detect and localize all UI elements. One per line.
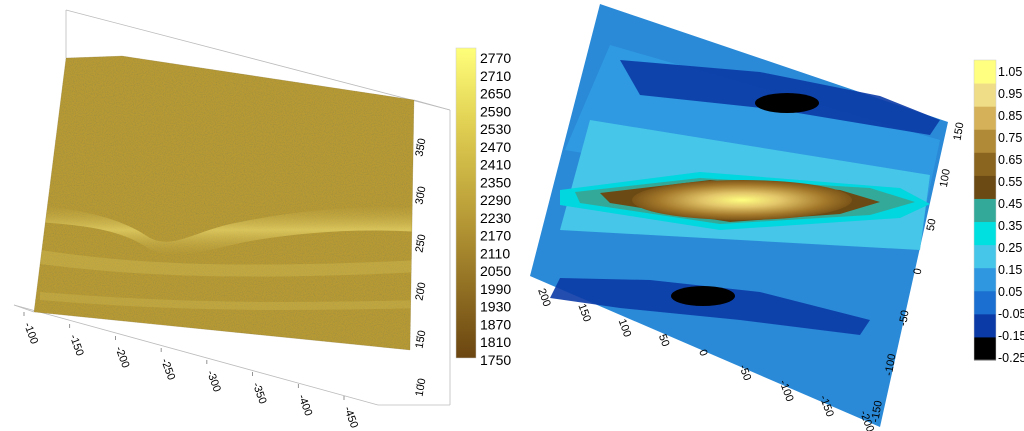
right-colorbar-swatch xyxy=(974,336,996,361)
right-chart: 200 150 100 50 0 -50 -100 -150-200 -150 -100 -50 0… xyxy=(530,4,1024,431)
right-y-tick-label: -50 xyxy=(897,309,912,327)
right-colorbar-label: 1.05 xyxy=(998,65,1022,79)
left-y-tick-label: 300 xyxy=(414,185,429,205)
left-colorbar-label: 2590 xyxy=(480,103,511,119)
right-colorbar-label: 0.65 xyxy=(998,153,1022,167)
right-x-tick-label: 150 xyxy=(575,302,593,323)
left-colorbar-label: 1750 xyxy=(480,352,511,368)
right-colorbar-swatch xyxy=(974,221,996,246)
left-y-tick-mark xyxy=(415,143,422,147)
right-colorbar-frame xyxy=(973,59,997,361)
left-colorbar-label: 2050 xyxy=(480,263,511,279)
left-y-tick-mark xyxy=(415,335,422,339)
left-colorbar-label: 2710 xyxy=(480,68,511,84)
right-x-tick-label: -200 xyxy=(857,409,876,431)
left-colorbar-label: 2110 xyxy=(480,245,510,261)
left-colorbar-label: 1990 xyxy=(480,281,511,297)
left-colorbar-label: 2170 xyxy=(480,228,511,244)
left-x-tick-label: -150 xyxy=(67,333,86,358)
left-y-tick-label: 100 xyxy=(414,377,429,397)
left-x-tick-label: -200 xyxy=(113,345,132,370)
left-colorbar-label: 2410 xyxy=(480,157,511,173)
left-colorbar-label: 2230 xyxy=(480,210,511,226)
right-y-ticks: -150 -100 -50 0 50 100 150 xyxy=(869,121,966,423)
right-colorbar-label: 0.85 xyxy=(998,109,1022,123)
right-colorbar-label: 0.45 xyxy=(998,197,1022,211)
right-y-tick-label: 50 xyxy=(925,218,939,232)
left-colorbar-label: 2470 xyxy=(480,139,511,155)
right-colorbar-label: -0.25 xyxy=(998,351,1024,365)
left-y-ticks: 100 150 200 250 300 350 xyxy=(414,137,429,397)
left-surface-edge xyxy=(33,55,415,351)
right-x-tick-label: 0 xyxy=(696,348,709,358)
right-colorbar-swatch xyxy=(974,175,996,199)
left-y-tick-label: 200 xyxy=(414,281,429,301)
right-colorbar-ticks: 1.05 0.95 0.85 0.75 0.65 0.55 0.45 0.35 0.25 0.15… xyxy=(998,65,1024,365)
right-colorbar: 1.05 0.95 0.85 0.75 0.65 0.55 0.45 0.35 0.25 0.15… xyxy=(973,59,1024,365)
right-colorbar-label: 0.25 xyxy=(998,241,1022,255)
right-surface xyxy=(530,4,948,427)
right-colorbar-label: 0.95 xyxy=(998,87,1022,101)
left-y-tick-label: 350 xyxy=(414,137,429,157)
right-colorbar-swatch xyxy=(974,83,996,107)
left-colorbar-label: 2650 xyxy=(480,86,511,102)
right-colorbar-swatch xyxy=(974,152,996,176)
left-colorbar-ticks: 2770271026502590253024702410235022902230… xyxy=(480,50,511,368)
left-colorbar-label: 2770 xyxy=(480,50,511,66)
left-y-tick-mark xyxy=(415,191,422,195)
right-colorbar-label: 0.75 xyxy=(998,131,1022,145)
upper-minimum-region xyxy=(755,93,819,113)
right-x-tick-label: 100 xyxy=(616,317,634,338)
left-chart: -100 -150 -200 -250 -300 -350 -400 -450 100 150 2… xyxy=(13,9,511,430)
left-x-tick-label: -100 xyxy=(21,321,40,346)
left-surface xyxy=(34,56,414,350)
lower-minimum-region xyxy=(671,286,735,306)
right-y-tick-label: 0 xyxy=(912,267,925,275)
right-y-tick-label: 150 xyxy=(952,121,967,141)
left-y-tick-label: 150 xyxy=(414,329,429,349)
right-colorbar-label: 0.55 xyxy=(998,175,1022,189)
right-colorbar-swatch xyxy=(974,313,996,338)
left-y-tick-label: 250 xyxy=(414,233,429,253)
left-x-tick-label: -400 xyxy=(295,393,314,418)
right-y-tick-label: -150 xyxy=(869,400,885,424)
left-x-tick-label: -250 xyxy=(158,357,177,382)
left-y-tick-mark xyxy=(415,239,422,243)
right-colorbar-label: -0.15 xyxy=(998,329,1024,343)
right-colorbar-label: 0.05 xyxy=(998,285,1022,299)
left-colorbar-gradient xyxy=(455,47,477,359)
right-colorbar-label: -0.05 xyxy=(998,307,1024,321)
left-colorbar: 2770271026502590253024702410235022902230… xyxy=(455,47,511,368)
left-x-tick-label: -450 xyxy=(341,405,360,430)
right-colorbar-swatch xyxy=(974,106,996,130)
right-x-tick-label: 50 xyxy=(656,333,671,349)
left-colorbar-label: 2350 xyxy=(480,174,511,190)
left-colorbar-label: 2530 xyxy=(480,121,511,137)
left-y-tick-mark xyxy=(415,287,422,291)
left-x-tick-label: -300 xyxy=(204,369,223,394)
right-colorbar-swatches xyxy=(973,59,997,361)
right-colorbar-label: 0.15 xyxy=(998,263,1022,277)
right-x-tick-label: 200 xyxy=(535,287,553,308)
left-y-tick-mark xyxy=(415,383,422,387)
left-colorbar-label: 2290 xyxy=(480,192,511,208)
right-colorbar-label: 0.35 xyxy=(998,219,1022,233)
right-colorbar-swatch xyxy=(974,267,996,292)
left-colorbar-label: 1810 xyxy=(480,334,511,350)
left-axis-box xyxy=(13,9,451,406)
right-x-tick-label: -50 xyxy=(736,363,753,382)
right-colorbar-swatch xyxy=(974,244,996,269)
right-colorbar-swatch xyxy=(974,60,996,84)
right-y-tick-label: 100 xyxy=(938,168,953,188)
right-colorbar-swatch xyxy=(974,290,996,315)
right-colorbar-swatch xyxy=(974,198,996,223)
left-colorbar-label: 1870 xyxy=(480,316,511,332)
left-x-tick-label: -350 xyxy=(250,381,269,406)
right-colorbar-swatch xyxy=(974,129,996,153)
right-y-tick-label: -100 xyxy=(883,353,899,377)
left-colorbar-label: 1930 xyxy=(480,299,511,315)
